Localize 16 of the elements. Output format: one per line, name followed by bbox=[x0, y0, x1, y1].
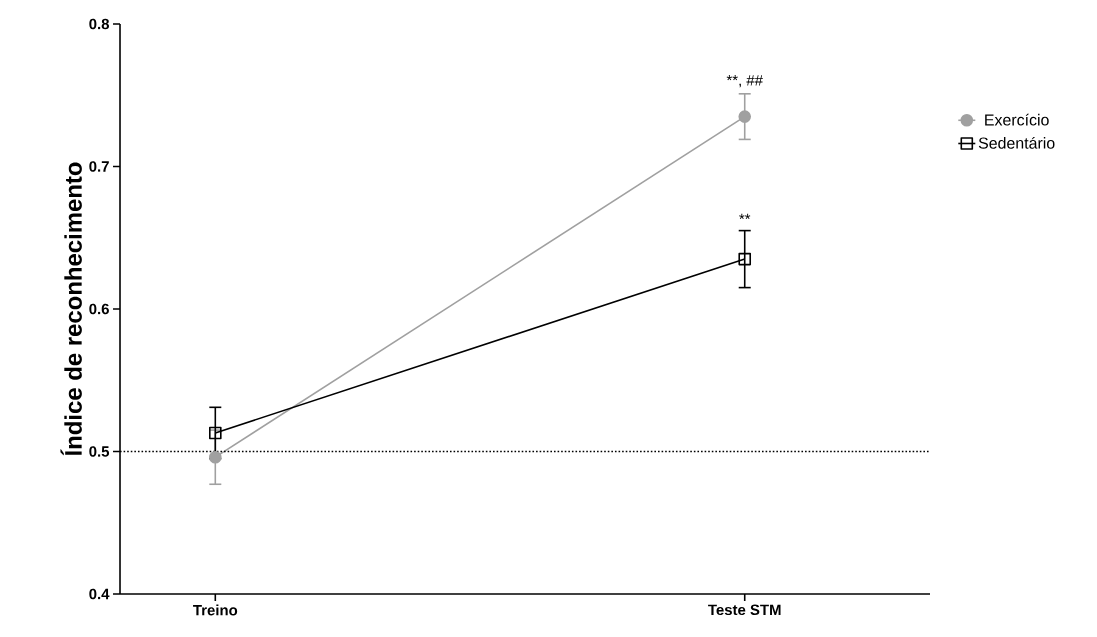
y-tick-label: 0.5 bbox=[89, 446, 110, 457]
y-tick-label: 0.7 bbox=[89, 161, 109, 172]
y-tick-label: 0.4 bbox=[89, 588, 110, 600]
annotation: **, ## bbox=[726, 75, 763, 88]
annotation: ** bbox=[739, 213, 751, 220]
y-axis-title: Índice de reconhecimento bbox=[60, 162, 82, 456]
legend-label: Sedentário bbox=[978, 136, 1055, 149]
point bbox=[738, 252, 752, 266]
legend-label: Exercício bbox=[985, 113, 1049, 126]
x-tick-label: Teste STM bbox=[708, 604, 781, 616]
y-tick-label: 0.8 bbox=[89, 18, 110, 30]
x-tick-label: Treino bbox=[193, 604, 238, 616]
point bbox=[738, 110, 752, 123]
y-tick-label: 0.6 bbox=[89, 303, 109, 315]
point bbox=[209, 426, 222, 440]
point bbox=[209, 450, 222, 464]
